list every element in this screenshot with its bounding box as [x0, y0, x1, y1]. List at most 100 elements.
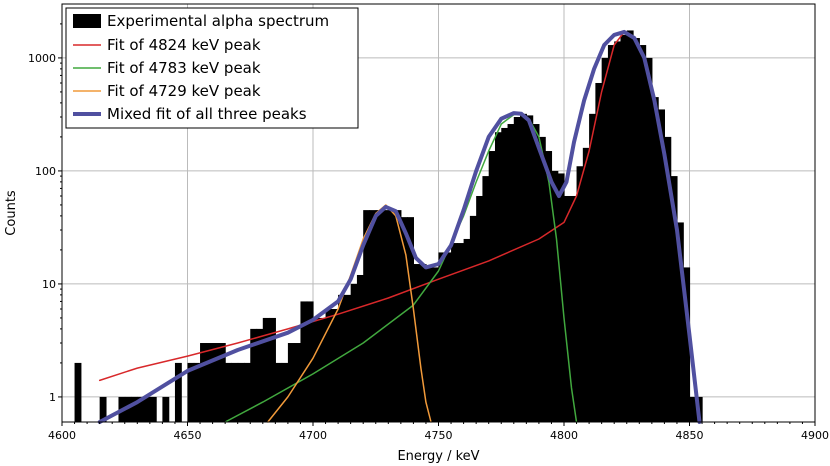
histogram-bar: [74, 362, 82, 422]
histogram-bar: [438, 252, 446, 422]
legend-swatch-histogram: [73, 14, 101, 28]
legend-label-fit-4783: Fit of 4783 keV peak: [107, 59, 261, 77]
x-tick-label: 4650: [174, 429, 202, 442]
histogram-bar: [457, 243, 465, 422]
histogram-bar: [664, 136, 672, 423]
histogram-bar: [174, 362, 182, 422]
histogram-bar: [551, 170, 559, 422]
histogram-bar: [231, 362, 239, 422]
histogram-bar: [469, 215, 477, 422]
y-tick-label: 100: [35, 165, 56, 178]
histogram-bar: [658, 109, 665, 422]
histogram-bar: [375, 210, 383, 422]
histogram-bar: [413, 264, 421, 422]
histogram-bar: [444, 252, 452, 422]
legend-label-fit-4824: Fit of 4824 keV peak: [107, 36, 261, 54]
histogram-bar: [507, 124, 515, 423]
histogram-bar: [382, 210, 389, 422]
histogram-bar: [633, 38, 640, 422]
histogram-bar: [532, 124, 540, 423]
histogram-bar: [689, 396, 697, 422]
histogram-bar: [363, 210, 371, 422]
histogram-bar: [400, 217, 408, 422]
x-axis-title: Energy / keV: [397, 449, 479, 464]
histogram-bar: [670, 176, 678, 422]
histogram-bar: [369, 210, 377, 422]
histogram-bar: [250, 328, 258, 422]
histogram-bar: [137, 396, 145, 422]
histogram-bar: [243, 362, 251, 422]
histogram-bar: [614, 41, 622, 423]
histogram-bar: [407, 217, 414, 422]
histogram-bar: [162, 396, 170, 422]
histogram-bar: [476, 195, 484, 422]
histogram-bar: [683, 267, 691, 422]
histogram-bar: [595, 82, 603, 423]
histogram-bar: [313, 317, 320, 422]
x-tick-label: 4600: [48, 429, 76, 442]
histogram-bar: [626, 30, 634, 422]
histogram-bar: [262, 317, 270, 422]
legend-label-fit-4729: Fit of 4729 keV peak: [107, 82, 261, 100]
histogram-bar: [212, 343, 220, 422]
histogram-bar: [676, 222, 684, 422]
histogram-bar: [124, 396, 132, 422]
histogram-bar: [582, 147, 590, 422]
histogram-bar: [576, 166, 584, 422]
x-tick-label: 4700: [299, 429, 327, 442]
histogram-bar: [187, 362, 195, 422]
histogram-bar: [639, 45, 647, 422]
histogram-bar: [281, 362, 289, 422]
y-axis-title: Counts: [4, 190, 19, 236]
histogram-bar: [143, 396, 151, 422]
histogram-bar: [269, 317, 276, 422]
histogram-bar: [463, 238, 471, 422]
histogram-bar: [131, 396, 138, 422]
histogram-bar: [425, 267, 433, 422]
y-tick-label: 1: [49, 391, 56, 404]
legend: Experimental alpha spectrum Fit of 4824 …: [65, 7, 359, 129]
legend-label-histogram: Experimental alpha spectrum: [107, 12, 329, 30]
axis-ticks: 4600 4650 4700 4750 4800 4850 4900 1 10 100 1000: [28, 23, 829, 442]
y-tick-label: 10: [42, 278, 56, 291]
histogram-bar: [645, 57, 653, 423]
histogram-bar: [325, 308, 333, 422]
histogram-bar: [356, 274, 364, 422]
x-tick-label: 4800: [550, 429, 578, 442]
histogram-bar: [388, 210, 396, 422]
histogram-bar: [564, 195, 571, 422]
legend-box: [65, 7, 359, 129]
histogram-bar: [206, 343, 214, 422]
histogram-bar: [432, 267, 440, 422]
histogram-bar: [256, 328, 264, 422]
fit-curves: [97, 29, 702, 424]
histogram-bar: [218, 343, 226, 422]
histogram-bar: [149, 396, 157, 422]
histogram-bar: [538, 136, 546, 423]
histogram-bar: [620, 34, 628, 423]
histogram-bar: [225, 362, 233, 422]
histogram-bar: [482, 176, 490, 422]
histogram-bar: [520, 113, 527, 422]
histogram-bar: [589, 113, 596, 422]
histogram-bar: [607, 45, 615, 422]
histogram-bar: [451, 243, 458, 422]
histogram-bars: [74, 30, 703, 423]
histogram-bar: [319, 317, 327, 422]
histogram-bar: [200, 343, 207, 422]
histogram-bar: [300, 301, 308, 422]
legend-label-mixed-fit: Mixed fit of all three peaks: [107, 105, 307, 123]
histogram-bar: [338, 294, 345, 422]
histogram-bar: [651, 97, 659, 422]
x-tick-label: 4750: [425, 429, 453, 442]
histogram-bar: [99, 396, 107, 422]
histogram-bar: [513, 117, 521, 423]
x-tick-label: 4850: [676, 429, 704, 442]
histogram-bar: [237, 362, 245, 422]
histogram-bar: [419, 264, 427, 422]
histogram-bar: [570, 195, 578, 422]
histogram-bar: [545, 151, 553, 422]
histogram-bar: [601, 57, 609, 423]
histogram-bar: [494, 132, 502, 423]
